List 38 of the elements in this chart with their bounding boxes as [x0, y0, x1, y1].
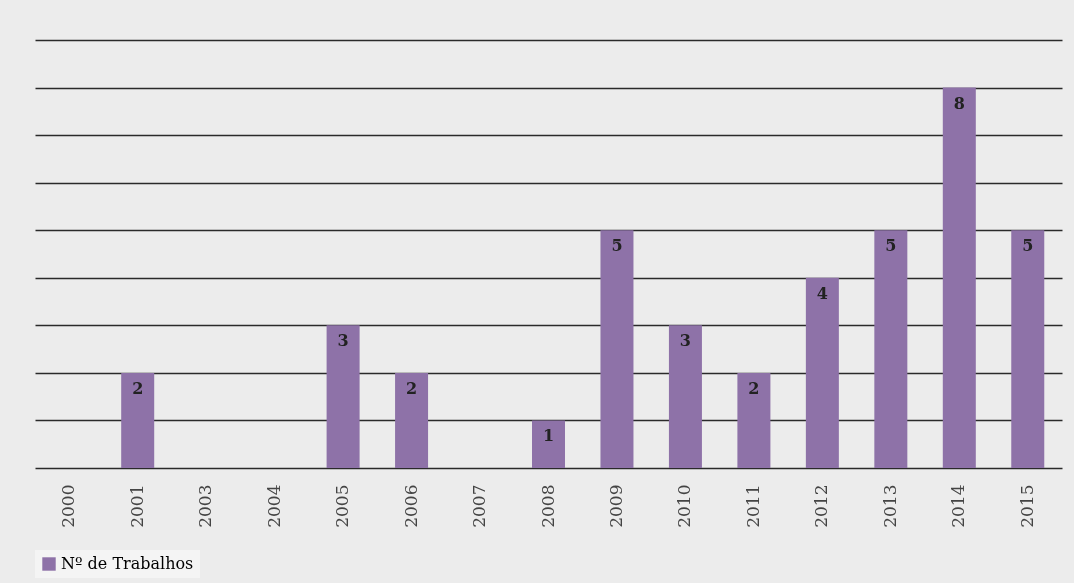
- data-label: 5: [885, 236, 897, 256]
- data-label: 2: [132, 378, 144, 398]
- data-label: 5: [611, 236, 623, 256]
- x-tick-label: 2011: [742, 484, 763, 528]
- bar: [395, 372, 429, 468]
- x-tick-label: 2006: [400, 484, 421, 528]
- x-tick-label: 2007: [469, 484, 490, 528]
- bar: [942, 87, 976, 468]
- bar: [874, 230, 908, 468]
- x-tick-label: 2012: [811, 484, 832, 528]
- x-tick-label: 2003: [195, 484, 216, 528]
- data-label: 2: [748, 378, 760, 398]
- x-tick-label: 2014: [948, 484, 969, 528]
- legend-label: Nº de Trabalhos: [61, 554, 194, 573]
- x-tick-label: 2005: [332, 484, 353, 528]
- x-tick-label: 2000: [58, 484, 79, 528]
- bar: [121, 372, 155, 468]
- data-label: 1: [542, 426, 555, 446]
- bar: [326, 325, 360, 468]
- bar: [532, 420, 565, 468]
- bar: [805, 277, 839, 468]
- bar: [737, 372, 771, 468]
- data-label: 5: [1022, 236, 1034, 256]
- x-tick-label: 2004: [263, 484, 284, 528]
- data-label: 2: [406, 378, 418, 398]
- x-tick-label: 2013: [879, 484, 900, 528]
- data-label: 8: [953, 93, 965, 113]
- x-tick-label: 2010: [674, 484, 695, 528]
- x-tick-label: 2009: [605, 484, 626, 528]
- data-label: 3: [679, 331, 691, 351]
- x-tick-label: 2015: [1016, 484, 1037, 528]
- data-label: 3: [337, 331, 349, 351]
- x-tick-label: 2001: [126, 484, 147, 528]
- x-tick-label: 2008: [537, 484, 558, 528]
- data-label: 4: [816, 283, 828, 303]
- bar: [600, 230, 634, 468]
- bar: [668, 325, 702, 468]
- bar: [1011, 230, 1045, 468]
